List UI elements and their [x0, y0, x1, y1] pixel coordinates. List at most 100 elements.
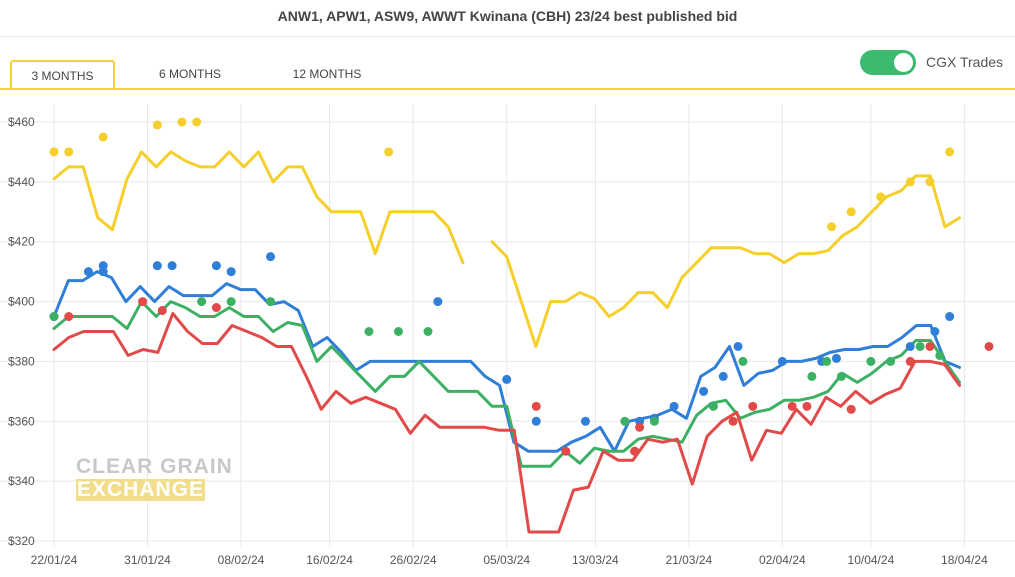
trade-point-0	[192, 117, 202, 127]
y-axis: $320 $340 $360 $380 $400 $420 $440 $460	[8, 115, 35, 548]
trade-point-1	[905, 341, 915, 351]
trade-point-0	[64, 147, 74, 157]
trade-point-0	[177, 117, 187, 127]
x-tick-label: 31/01/24	[124, 553, 171, 567]
series-line-2	[52, 300, 961, 468]
trade-point-2	[836, 371, 846, 381]
trade-point-3	[630, 446, 640, 456]
trade-point-0	[152, 120, 162, 130]
y-tick-label: $400	[8, 295, 35, 309]
trade-point-2	[649, 416, 659, 426]
trade-point-0	[49, 147, 59, 157]
trade-point-2	[423, 327, 433, 336]
trade-point-3	[802, 401, 812, 411]
toggle-knob	[894, 53, 913, 72]
trade-point-3	[846, 404, 856, 414]
trade-point-0	[876, 192, 886, 202]
x-tick-label: 13/03/24	[572, 553, 619, 567]
trade-point-2	[620, 416, 630, 426]
trade-point-3	[905, 356, 915, 366]
x-tick-label: 18/04/24	[941, 553, 988, 567]
tab-6-months[interactable]: 6 MONTHS	[158, 67, 221, 81]
clear-grain-exchange-logo: CLEAR GRAIN EXCHANGE	[76, 456, 236, 501]
trade-point-1	[831, 353, 841, 363]
tab-3-months[interactable]: 3 MONTHS	[10, 60, 115, 89]
trade-point-2	[822, 356, 832, 366]
x-tick-label: 21/03/24	[665, 553, 712, 567]
trade-point-3	[64, 312, 74, 322]
x-tick-label: 02/04/24	[759, 553, 806, 567]
trade-point-2	[226, 297, 236, 307]
trade-point-3	[211, 303, 221, 313]
y-tick-label: $460	[8, 115, 35, 129]
y-tick-label: $380	[8, 354, 35, 368]
trade-point-3	[728, 416, 738, 426]
logo-line-1: CLEAR GRAIN	[76, 455, 233, 478]
trade-point-2	[364, 327, 374, 336]
trade-points	[49, 117, 994, 456]
y-tick-label: $420	[8, 235, 35, 249]
trade-point-1	[211, 261, 221, 271]
trade-point-0	[945, 147, 955, 157]
series-line-1	[52, 270, 961, 453]
trade-point-0	[905, 177, 915, 187]
x-tick-label: 22/01/24	[31, 553, 78, 567]
trade-point-3	[984, 341, 994, 351]
trade-point-1	[433, 297, 443, 307]
trade-point-2	[915, 341, 925, 351]
trade-point-2	[49, 312, 59, 322]
tab-underline	[0, 88, 1015, 90]
trade-point-3	[138, 297, 148, 307]
cgx-trades-toggle[interactable]	[860, 50, 916, 75]
trade-point-0	[925, 177, 935, 187]
trade-point-2	[197, 297, 207, 307]
trade-point-1	[718, 371, 728, 381]
trade-point-1	[699, 386, 709, 396]
trade-point-2	[935, 350, 945, 360]
trade-point-0	[846, 207, 856, 217]
trade-point-3	[787, 401, 797, 411]
trade-point-2	[393, 327, 403, 336]
trade-point-1	[502, 374, 512, 384]
trade-point-1	[98, 267, 108, 277]
trade-point-1	[531, 416, 541, 426]
trade-point-3	[561, 446, 571, 456]
trade-point-1	[777, 356, 787, 366]
trade-point-1	[669, 401, 679, 411]
trade-point-3	[748, 401, 758, 411]
trade-point-2	[807, 371, 817, 381]
x-tick-label: 10/04/24	[848, 553, 895, 567]
trade-point-1	[83, 267, 93, 277]
x-tick-label: 05/03/24	[483, 553, 530, 567]
trade-point-1	[167, 261, 177, 271]
trade-point-3	[925, 341, 935, 351]
x-tick-label: 26/02/24	[390, 553, 437, 567]
tab-12-months[interactable]: 12 MONTHS	[292, 67, 362, 81]
cgx-trades-label: CGX Trades	[926, 54, 1004, 70]
y-tick-label: $340	[8, 474, 35, 488]
y-tick-label: $360	[8, 414, 35, 428]
header-divider	[0, 36, 1015, 37]
trade-point-2	[866, 356, 876, 366]
trade-point-1	[733, 341, 743, 351]
x-axis: 22/01/24 31/01/24 08/02/24 16/02/24 26/02/24…	[31, 553, 988, 567]
trade-point-0	[827, 222, 837, 232]
trade-point-1	[945, 312, 955, 322]
trade-point-0	[384, 147, 394, 157]
trade-point-1	[152, 261, 162, 271]
y-tick-label: $320	[8, 534, 35, 548]
trade-point-1	[266, 252, 276, 262]
trade-point-3	[635, 422, 645, 432]
x-tick-label: 16/02/24	[306, 553, 353, 567]
trade-point-2	[886, 356, 896, 366]
price-chart: $320 $340 $360 $380 $400 $420 $440 $460 22/01/2…	[0, 104, 1015, 567]
trade-point-2	[738, 356, 748, 366]
series-line-3	[52, 312, 961, 534]
trade-point-1	[930, 327, 940, 336]
series-lines	[52, 150, 961, 534]
trade-point-1	[580, 416, 590, 426]
trade-point-2	[266, 297, 276, 307]
trade-point-1	[226, 267, 236, 277]
x-tick-label: 08/02/24	[218, 553, 265, 567]
trade-point-0	[98, 132, 108, 142]
